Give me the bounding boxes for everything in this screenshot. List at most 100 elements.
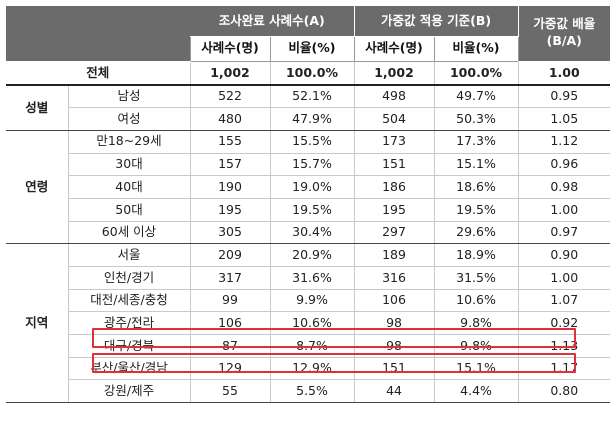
cell-b-pct: 9.8%	[434, 334, 519, 358]
total-b-pct: 100.0%	[434, 61, 519, 86]
cell-b-pct: 29.6%	[434, 221, 519, 245]
cell-a-count: 129	[190, 357, 271, 381]
header-corner	[6, 6, 190, 62]
cell-a-pct: 9.9%	[270, 289, 355, 313]
category-label: 강원/제주	[67, 379, 191, 404]
total-a-count: 1,002	[190, 61, 271, 86]
cell-ratio: 0.90	[518, 243, 611, 267]
cell-a-pct: 31.6%	[270, 266, 355, 290]
cell-ratio: 0.92	[518, 311, 611, 336]
cell-ratio: 0.98	[518, 175, 611, 199]
cell-a-pct: 5.5%	[270, 379, 355, 404]
group-label: 지역	[6, 243, 69, 404]
cell-b-count: 498	[354, 85, 435, 109]
category-label: 대구/경북	[67, 334, 191, 358]
cell-b-count: 195	[354, 198, 435, 222]
category-label: 대전/세종/충청	[67, 289, 191, 313]
cell-a-pct: 47.9%	[270, 107, 355, 131]
cell-b-count: 151	[354, 357, 435, 381]
category-label: 30대	[67, 153, 191, 177]
category-label: 부산/울산/경남	[67, 357, 191, 381]
cell-a-count: 99	[190, 289, 271, 313]
cell-a-count: 157	[190, 153, 271, 177]
cell-a-count: 305	[190, 221, 271, 245]
table-row: 30대 157 15.7% 151 15.1% 0.96	[6, 153, 611, 177]
cell-b-pct: 31.5%	[434, 266, 519, 290]
cell-a-pct: 30.4%	[270, 221, 355, 245]
cell-a-count: 209	[190, 243, 271, 267]
table-row: 부산/울산/경남 129 12.9% 151 15.1% 1.17	[6, 357, 611, 381]
cell-ratio: 1.17	[518, 357, 611, 381]
category-label: 서울	[67, 243, 191, 267]
cell-ratio: 1.00	[518, 266, 611, 290]
cell-b-pct: 15.1%	[434, 357, 519, 381]
table-row: 강원/제주 55 5.5% 44 4.4% 0.80	[6, 379, 611, 404]
header-weight-ratio: 가중값 배율 (B/A)	[518, 6, 611, 62]
cell-ratio: 0.80	[518, 379, 611, 404]
table-row: 광주/전라 106 10.6% 98 9.8% 0.92	[6, 311, 611, 336]
cell-a-count: 480	[190, 107, 271, 131]
table-row: 지역 서울 209 20.9% 189 18.9% 0.90	[6, 243, 611, 404]
cell-a-pct: 15.5%	[270, 130, 355, 154]
cell-b-pct: 18.6%	[434, 175, 519, 199]
cell-b-count: 504	[354, 107, 435, 131]
cell-ratio: 0.95	[518, 85, 611, 109]
category-label: 여성	[67, 107, 191, 131]
cell-ratio: 0.97	[518, 221, 611, 245]
total-a-pct: 100.0%	[270, 61, 355, 86]
cell-ratio: 1.13	[518, 334, 611, 358]
cell-b-count: 316	[354, 266, 435, 290]
cell-ratio: 1.05	[518, 107, 611, 131]
cell-ratio: 1.07	[518, 289, 611, 313]
table-row: 성별 남성 522 52.1% 498 49.7% 0.95	[6, 85, 611, 131]
table-row: 인천/경기 317 31.6% 316 31.5% 1.00	[6, 266, 611, 290]
category-label: 60세 이상	[67, 221, 191, 245]
cell-b-count: 98	[354, 334, 435, 358]
cell-b-pct: 9.8%	[434, 311, 519, 336]
category-label: 만18~29세	[67, 130, 191, 154]
cell-ratio: 1.12	[518, 130, 611, 154]
table-row: 대전/세종/충청 99 9.9% 106 10.6% 1.07	[6, 289, 611, 313]
header-survey-complete: 조사완료 사례수(A)	[190, 6, 355, 37]
cell-b-pct: 15.1%	[434, 153, 519, 177]
subheader-a-pct: 비율(%)	[269, 36, 355, 62]
table-row: 50대 195 19.5% 195 19.5% 1.00	[6, 198, 611, 222]
table-row: 60세 이상 305 30.4% 297 29.6% 0.97	[6, 221, 611, 245]
category-label: 인천/경기	[67, 266, 191, 290]
cell-a-pct: 20.9%	[270, 243, 355, 267]
cell-b-count: 151	[354, 153, 435, 177]
group-label: 성별	[6, 85, 69, 131]
group-label: 연령	[6, 130, 69, 245]
total-b-count: 1,002	[354, 61, 435, 86]
subheader-b-pct: 비율(%)	[433, 36, 519, 62]
cell-ratio: 1.00	[518, 198, 611, 222]
table-body: 전체 1,002 100.0% 1,002 100.0% 1.00 성별 남성 52…	[6, 61, 611, 404]
cell-b-count: 186	[354, 175, 435, 199]
cell-a-count: 106	[190, 311, 271, 336]
cell-b-pct: 17.3%	[434, 130, 519, 154]
cell-ratio: 0.96	[518, 153, 611, 177]
table-row: 여성 480 47.9% 504 50.3% 1.05	[6, 107, 611, 131]
category-label: 50대	[67, 198, 191, 222]
cell-b-pct: 10.6%	[434, 289, 519, 313]
subheader-b-count: 사례수(명)	[353, 36, 435, 62]
cell-a-count: 195	[190, 198, 271, 222]
cell-a-pct: 19.0%	[270, 175, 355, 199]
table-row: 대구/경북 87 8.7% 98 9.8% 1.13	[6, 334, 611, 358]
cell-b-count: 44	[354, 379, 435, 404]
subheader-a-count: 사례수(명)	[189, 36, 271, 62]
cell-a-count: 522	[190, 85, 271, 109]
cell-b-count: 189	[354, 243, 435, 267]
category-label: 남성	[67, 85, 191, 109]
category-label: 40대	[67, 175, 191, 199]
table-row: 40대 190 19.0% 186 18.6% 0.98	[6, 175, 611, 199]
cell-a-pct: 8.7%	[270, 334, 355, 358]
cell-b-pct: 50.3%	[434, 107, 519, 131]
total-ratio: 1.00	[518, 61, 611, 86]
cell-a-pct: 10.6%	[270, 311, 355, 336]
cell-b-pct: 18.9%	[434, 243, 519, 267]
cell-a-pct: 52.1%	[270, 85, 355, 109]
cell-a-pct: 15.7%	[270, 153, 355, 177]
table-row: 연령 만18~29세 155 15.5% 173 17.3% 1.12	[6, 130, 611, 245]
cell-a-pct: 12.9%	[270, 357, 355, 381]
